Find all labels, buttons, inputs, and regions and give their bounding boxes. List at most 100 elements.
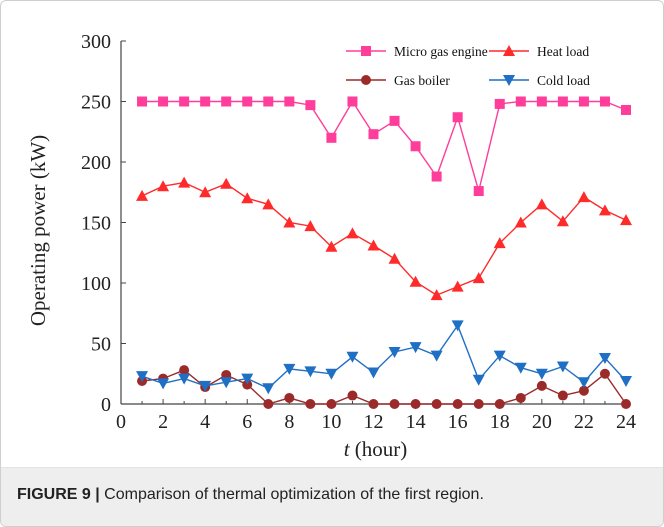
data-point-micro-gas-engine	[431, 171, 442, 182]
data-point-cold-load	[493, 350, 506, 362]
legend: Micro gas engine Heat load Gas boiler Cold …	[346, 44, 590, 88]
data-point-cold-load	[178, 373, 191, 385]
y-tick-label: 250	[81, 92, 111, 114]
data-point-heat-load	[388, 252, 401, 264]
data-point-gas-boiler	[326, 399, 337, 409]
data-point-micro-gas-engine	[494, 98, 505, 109]
data-point-heat-load	[325, 240, 338, 252]
data-point-micro-gas-engine	[242, 96, 253, 107]
data-point-heat-load	[283, 216, 296, 228]
data-point-cold-load	[220, 377, 233, 389]
data-point-cold-load	[283, 363, 296, 375]
data-point-gas-boiler	[284, 392, 295, 403]
data-point-gas-boiler	[242, 379, 253, 390]
data-point-heat-load	[535, 198, 548, 210]
data-point-cold-load	[241, 373, 254, 385]
x-axis-title-variable: t	[344, 437, 351, 461]
x-tick-label: 12	[364, 411, 384, 433]
data-point-gas-boiler	[515, 392, 526, 403]
data-point-heat-load	[577, 191, 590, 203]
data-point-micro-gas-engine	[179, 96, 190, 107]
x-tick-label: 22	[574, 411, 594, 433]
x-tick-label: 24	[616, 411, 636, 433]
y-tick-label: 50	[91, 334, 111, 356]
data-point-cold-load	[346, 351, 359, 363]
data-point-gas-boiler	[263, 399, 274, 409]
data-point-gas-boiler	[578, 385, 589, 396]
series-line-gas-boiler	[141, 369, 627, 405]
data-point-gas-boiler	[347, 390, 358, 401]
data-point-heat-load	[514, 216, 527, 228]
data-point-cold-load	[514, 362, 527, 374]
legend-swatch-marker	[361, 46, 371, 56]
data-point-gas-boiler	[557, 390, 568, 401]
data-point-heat-load	[409, 275, 422, 287]
series-layer	[136, 96, 632, 409]
data-point-heat-load	[304, 220, 317, 232]
data-point-micro-gas-engine	[452, 112, 463, 123]
series-cold-load	[136, 320, 632, 395]
data-point-micro-gas-engine	[410, 141, 421, 152]
data-point-micro-gas-engine	[557, 96, 568, 107]
legend-item-heat-load: Heat load	[489, 44, 589, 59]
data-point-heat-load	[220, 177, 233, 189]
caption-label: FIGURE 9 |	[17, 486, 100, 503]
data-point-micro-gas-engine	[621, 104, 631, 115]
data-point-gas-boiler	[179, 365, 190, 376]
data-point-gas-boiler	[494, 399, 505, 409]
y-tick-label: 150	[81, 213, 111, 235]
data-point-cold-load	[367, 367, 380, 379]
data-point-micro-gas-engine	[578, 96, 589, 107]
series-micro-gas-engine	[137, 96, 631, 197]
data-point-cold-load	[430, 350, 443, 362]
data-point-gas-boiler	[536, 380, 547, 391]
data-point-micro-gas-engine	[263, 96, 274, 107]
caption-text: Comparison of thermal optimization of th…	[99, 486, 484, 503]
x-tick-label: 14	[406, 411, 426, 433]
data-point-heat-load	[199, 186, 212, 198]
series-line-heat-load	[141, 181, 627, 296]
legend-swatch-marker	[503, 45, 515, 56]
data-point-cold-load	[620, 376, 632, 388]
data-point-cold-load	[577, 377, 590, 389]
data-point-cold-load	[598, 353, 611, 365]
x-tick-label: 0	[116, 411, 126, 433]
data-point-cold-load	[304, 366, 317, 378]
legend-label: Micro gas engine	[394, 44, 488, 59]
data-point-gas-boiler	[599, 368, 610, 379]
series-line-cold-load	[141, 323, 627, 390]
data-point-micro-gas-engine	[326, 132, 337, 143]
data-point-gas-boiler	[431, 399, 442, 409]
x-tick-label: 4	[200, 411, 210, 433]
y-axis-title: Operating power (kW)	[26, 135, 50, 326]
data-point-micro-gas-engine	[473, 186, 484, 197]
data-point-cold-load	[262, 383, 275, 395]
data-point-cold-load	[136, 371, 149, 383]
x-tick-label: 6	[242, 411, 252, 433]
legend-label: Cold load	[537, 73, 590, 88]
y-tick-label: 300	[81, 31, 111, 53]
y-tick-label: 100	[81, 273, 111, 295]
data-point-heat-load	[430, 289, 443, 301]
data-point-gas-boiler	[473, 399, 484, 409]
data-point-micro-gas-engine	[368, 129, 379, 140]
data-point-gas-boiler	[368, 399, 379, 409]
x-axis-title: t (hour)	[344, 437, 408, 461]
data-point-gas-boiler	[410, 399, 421, 409]
data-point-cold-load	[199, 380, 212, 392]
data-point-heat-load	[346, 227, 359, 239]
data-point-gas-boiler	[305, 399, 316, 409]
data-point-micro-gas-engine	[389, 115, 400, 126]
data-point-heat-load	[157, 180, 170, 192]
data-point-cold-load	[556, 361, 569, 373]
x-tick-label: 18	[490, 411, 510, 433]
series-line-micro-gas-engine	[142, 100, 627, 194]
legend-item-gas-boiler: Gas boiler	[346, 73, 450, 88]
data-point-micro-gas-engine	[200, 96, 211, 107]
data-point-heat-load	[367, 239, 380, 251]
data-point-heat-load	[451, 280, 464, 292]
data-point-micro-gas-engine	[137, 96, 148, 107]
data-point-heat-load	[620, 214, 632, 226]
